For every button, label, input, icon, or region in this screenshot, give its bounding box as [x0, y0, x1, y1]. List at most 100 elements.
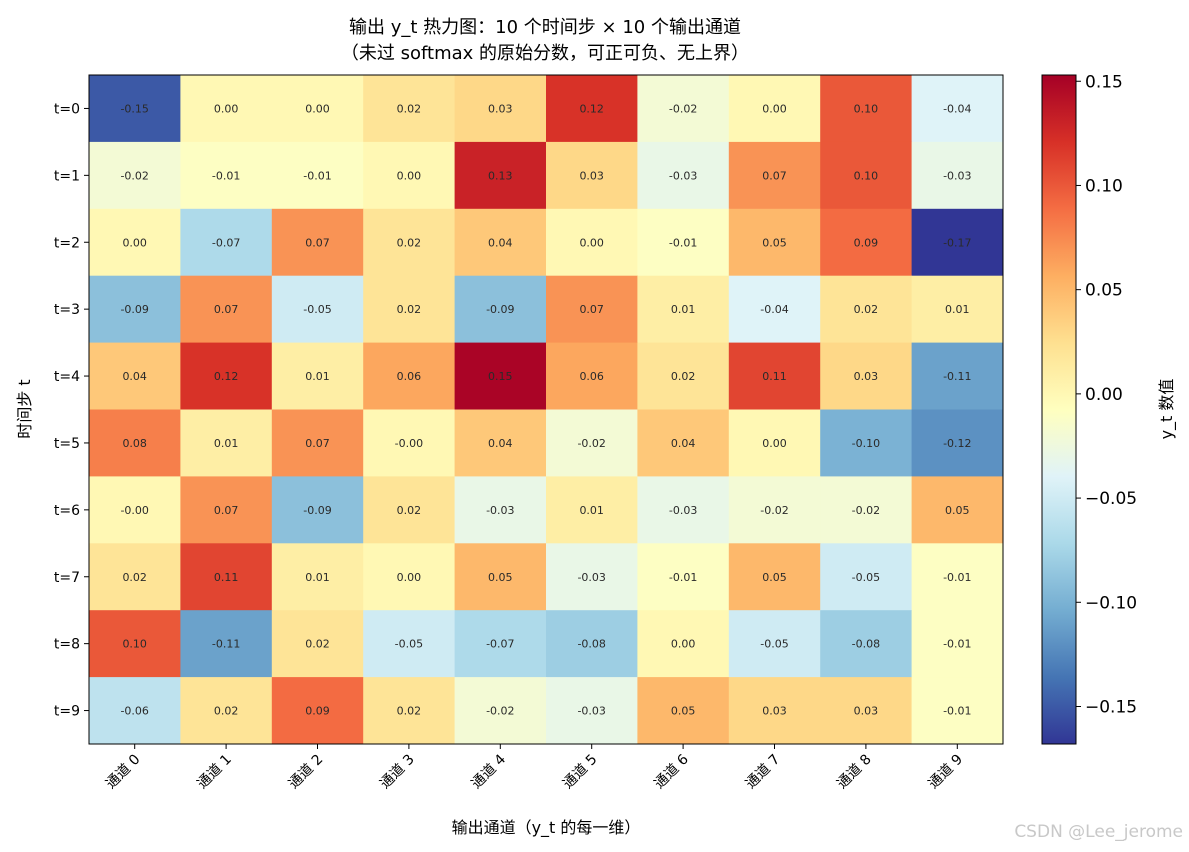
x-axis-ticks: 通道 0 通道 1 通道 2 通道 3 通道 4 通道 5 通道 6 通道 7 通道 8 通道 9: [103, 744, 966, 792]
heatmap-cell-label-r1-c1: -0.01: [212, 169, 240, 182]
heatmap-cell-label-r4-c2: 0.01: [305, 370, 330, 383]
heatmap-cell-label-r6-c6: -0.03: [669, 504, 697, 517]
heatmap-cell-r2-c4: [454, 208, 547, 277]
heatmap-cell-label-r5-c9: -0.12: [943, 437, 971, 450]
heatmap-cell-r3-c5: [546, 275, 638, 344]
heatmap-cell-label-r5-c3: -0.00: [395, 437, 423, 450]
heatmap-cell-r4-c6: [637, 342, 730, 410]
heatmap-cell-r5-c1: [180, 409, 273, 477]
heatmap-cell-r5-c7: [728, 409, 821, 477]
heatmap-cell-label-r5-c4: 0.04: [488, 437, 513, 450]
heatmap-cell-r4-c9: [911, 342, 1004, 410]
heatmap-cell-label-r2-c1: -0.07: [212, 236, 240, 249]
heatmap-cell-label-r2-c3: 0.02: [397, 236, 422, 249]
heatmap-cell-r4-c3: [363, 342, 456, 410]
heatmap-cell-r9-c4: [454, 677, 547, 745]
heatmap-cell-label-r5-c5: -0.02: [577, 437, 605, 450]
heatmap-cell-label-r8-c3: -0.05: [395, 638, 423, 651]
heatmap-cell-label-r8-c0: 0.10: [122, 638, 147, 651]
heatmap-cell-label-r2-c8: 0.09: [854, 236, 879, 249]
heatmap-cell-r7-c2: [271, 543, 364, 611]
heatmap-cell-label-r1-c9: -0.03: [943, 169, 971, 182]
heatmap-cell-r0-c7: [728, 75, 821, 143]
heatmap-cell-r0-c6: [637, 75, 730, 143]
heatmap-cell-r2-c3: [363, 208, 456, 277]
heatmap-cell-label-r3-c5: 0.07: [579, 303, 604, 316]
heatmap-cell-label-r0-c0: -0.15: [120, 102, 148, 115]
heatmap-cell-label-r0-c2: 0.00: [305, 102, 330, 115]
heatmap-cell-r0-c4: [454, 75, 547, 143]
heatmap-cell-label-r6-c7: -0.02: [760, 504, 788, 517]
heatmap-cell-label-r7-c6: -0.01: [669, 571, 697, 584]
chart-title-line-1: 输出 y_t 热力图：10 个时间步 × 10 个输出通道: [349, 17, 741, 38]
y-tick-label-7: t=7: [54, 570, 80, 586]
heatmap-cell-r4-c8: [820, 342, 913, 410]
heatmap-cell-label-r3-c3: 0.02: [397, 303, 422, 316]
heatmap-cell-label-r8-c2: 0.02: [305, 638, 330, 651]
heatmap-cell-r5-c2: [271, 409, 364, 477]
x-tick-label-7: 通道 7: [743, 752, 784, 793]
heatmap-cell-label-r9-c1: 0.02: [214, 705, 239, 718]
watermark: CSDN @Lee_jerome: [1014, 822, 1183, 842]
heatmap-cell-label-r1-c3: 0.00: [397, 169, 422, 182]
heatmap-cell-r4-c2: [271, 342, 364, 410]
heatmap-cell-label-r1-c2: -0.01: [303, 169, 331, 182]
heatmap-cell-r6-c8: [820, 476, 913, 544]
heatmap-cell-r1-c8: [820, 141, 913, 210]
heatmap-cell-r0-c2: [271, 75, 364, 143]
heatmap-cell-r9-c0: [89, 677, 181, 745]
heatmap-cell-r7-c1: [180, 543, 273, 611]
heatmap-cell-r3-c4: [454, 275, 547, 344]
heatmap-cell-r0-c1: [180, 75, 273, 143]
chart-title: 输出 y_t 热力图：10 个时间步 × 10 个输出通道 （未过 softma…: [341, 17, 749, 64]
heatmap-cell-r3-c2: [271, 275, 364, 344]
heatmap-cell-r4-c5: [546, 342, 638, 410]
heatmap-cell-r3-c8: [820, 275, 913, 344]
heatmap-cell-r9-c5: [546, 677, 638, 745]
heatmap-cell-label-r3-c7: -0.04: [760, 303, 788, 316]
heatmap-cell-r8-c2: [271, 610, 364, 678]
heatmap-cell-label-r4-c8: 0.03: [854, 370, 879, 383]
heatmap-cell-label-r6-c4: -0.03: [486, 504, 514, 517]
colorbar-tick-label-2: −0.05: [1085, 489, 1137, 509]
heatmap-cell-label-r9-c2: 0.09: [305, 705, 330, 718]
x-tick-label-5: 通道 5: [560, 752, 601, 793]
colorbar-gradient-bar: [1041, 74, 1077, 745]
heatmap-cell-label-r3-c8: 0.02: [854, 303, 879, 316]
heatmap-cell-label-r8-c8: -0.08: [852, 638, 880, 651]
heatmap-cell-r0-c3: [363, 75, 456, 143]
heatmap-cell-r3-c7: [728, 275, 821, 344]
heatmap-cell-label-r7-c9: -0.01: [943, 571, 971, 584]
heatmap-cell-label-r6-c9: 0.05: [945, 504, 970, 517]
heatmap-cell-label-r3-c6: 0.01: [671, 303, 696, 316]
y-tick-label-1: t=1: [54, 168, 80, 184]
heatmap-cell-label-r0-c8: 0.10: [854, 102, 879, 115]
x-axis-label: 输出通道（y_t 的每一维）: [452, 818, 641, 838]
heatmap-cell-label-r3-c2: -0.05: [303, 303, 331, 316]
heatmap-cell-r4-c1: [180, 342, 273, 410]
heatmap-cell-r5-c5: [546, 409, 638, 477]
y-tick-label-5: t=5: [54, 436, 80, 452]
heatmap-cell-label-r1-c7: 0.07: [762, 169, 787, 182]
heatmap-cell-r6-c0: [89, 476, 181, 544]
heatmap-cell-r7-c5: [546, 543, 638, 611]
heatmap-cell-label-r0-c4: 0.03: [488, 102, 513, 115]
heatmap-cell-r2-c7: [728, 208, 821, 277]
heatmap-cell-r8-c3: [363, 610, 456, 678]
heatmap-cell-r9-c7: [728, 677, 821, 745]
y-tick-label-3: t=3: [54, 302, 80, 318]
heatmap-cell-label-r4-c6: 0.02: [671, 370, 696, 383]
heatmap-cell-label-r9-c3: 0.02: [397, 705, 422, 718]
heatmap-cell-r5-c4: [454, 409, 547, 477]
colorbar-tick-label-4: 0.05: [1085, 281, 1123, 301]
heatmap-cell-label-r9-c8: 0.03: [854, 705, 879, 718]
colorbar-label: y_t 数值: [1157, 379, 1177, 440]
heatmap-cell-r1-c0: [89, 141, 181, 210]
heatmap-cell-r3-c6: [637, 275, 730, 344]
heatmap-cell-label-r2-c2: 0.07: [305, 236, 330, 249]
heatmap-cell-r1-c1: [180, 141, 273, 210]
heatmap-cell-r9-c9: [911, 677, 1004, 745]
heatmap-cell-r8-c5: [546, 610, 638, 678]
heatmap-cell-label-r5-c0: 0.08: [122, 437, 147, 450]
heatmap-cell-label-r5-c6: 0.04: [671, 437, 696, 450]
